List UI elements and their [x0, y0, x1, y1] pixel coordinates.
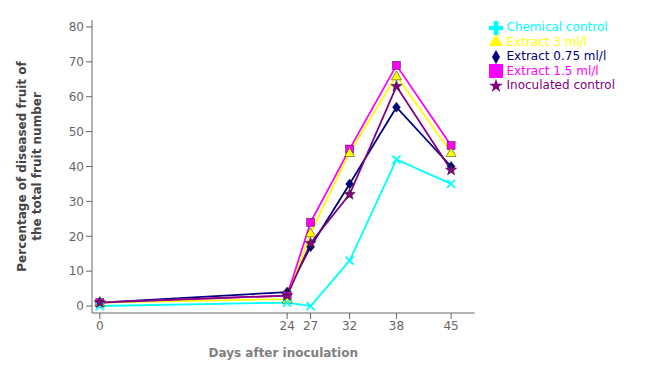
svg-text:10: 10 — [69, 264, 84, 278]
svg-text:70: 70 — [69, 55, 84, 69]
svg-text:Days after inoculation: Days after inoculation — [208, 346, 358, 360]
svg-text:80: 80 — [69, 20, 84, 34]
html-text:Extract 1.5 ml/l: Extract 1.5 ml/l — [506, 63, 599, 78]
svg-text:0: 0 — [96, 319, 104, 333]
svg-text:27: 27 — [303, 319, 318, 333]
svg-text:0: 0 — [76, 299, 84, 313]
svg-text:45: 45 — [443, 319, 458, 333]
svg-text:the total fruit number: the total fruit number — [30, 92, 44, 241]
svg-text:32: 32 — [342, 319, 357, 333]
svg-text:40: 40 — [69, 160, 84, 174]
html-text:Extract 0.75 ml/l: Extract 0.75 ml/l — [506, 49, 607, 63]
svg-text:38: 38 — [389, 319, 404, 333]
html-text:Extract 3 ml/l: Extract 3 ml/l — [506, 34, 588, 49]
svg-text:30: 30 — [69, 195, 84, 209]
html-text:Inoculated control: Inoculated control — [506, 78, 615, 92]
html-text:Chemical control: Chemical control — [506, 20, 608, 34]
svg-text:50: 50 — [69, 125, 84, 139]
svg-text:24: 24 — [280, 319, 295, 333]
svg-text:Percentage of diseased fruit o: Percentage of diseased fruit of — [15, 61, 29, 272]
svg-text:20: 20 — [69, 230, 84, 244]
svg-text:60: 60 — [69, 90, 84, 104]
